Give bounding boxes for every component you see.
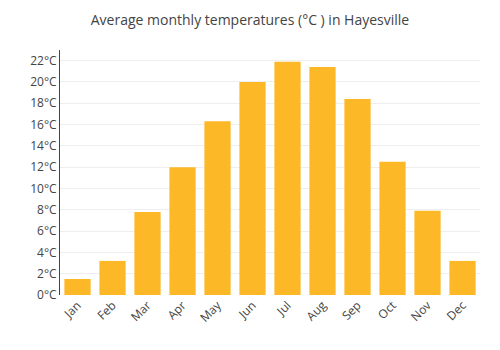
svg-text:Jan: Jan [60, 297, 85, 322]
svg-text:Average monthly temperatures (: Average monthly temperatures (°C ) in Ha… [91, 10, 410, 29]
svg-text:Jun: Jun [234, 297, 259, 322]
svg-text:16°C: 16°C [30, 116, 57, 133]
svg-text:6°C: 6°C [37, 222, 57, 239]
svg-text:8°C: 8°C [37, 201, 57, 218]
svg-text:Nov: Nov [407, 297, 435, 325]
svg-text:4°C: 4°C [37, 244, 57, 261]
svg-text:14°C: 14°C [30, 137, 57, 154]
svg-text:Dec: Dec [443, 297, 470, 324]
svg-text:Feb: Feb [93, 297, 119, 323]
svg-text:Mar: Mar [127, 297, 155, 325]
svg-text:Aug: Aug [302, 297, 330, 325]
svg-text:18°C: 18°C [30, 94, 57, 111]
svg-text:Oct: Oct [374, 297, 400, 323]
svg-text:May: May [196, 296, 225, 325]
svg-text:Apr: Apr [164, 297, 190, 323]
svg-text:20°C: 20°C [30, 73, 57, 90]
svg-text:Sep: Sep [338, 297, 365, 324]
svg-text:12°C: 12°C [30, 158, 57, 175]
svg-text:0°C: 0°C [37, 286, 57, 303]
svg-text:2°C: 2°C [37, 265, 57, 282]
svg-text:10°C: 10°C [30, 180, 57, 197]
svg-text:22°C: 22°C [30, 52, 57, 69]
svg-text:Jul: Jul [272, 297, 294, 319]
